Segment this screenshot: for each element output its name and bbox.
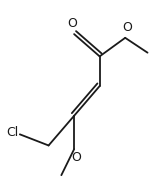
Text: O: O — [71, 151, 81, 164]
Text: O: O — [122, 21, 132, 34]
Text: Cl: Cl — [6, 126, 18, 139]
Text: O: O — [68, 17, 77, 30]
